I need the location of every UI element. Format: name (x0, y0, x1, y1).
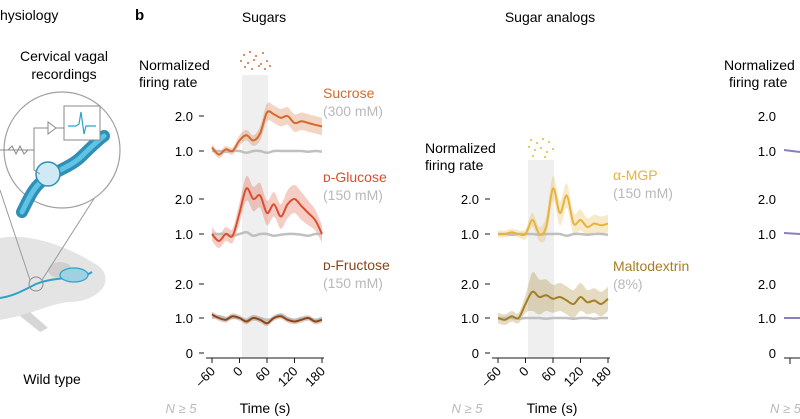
y-tick-label: 2.0 (758, 277, 776, 292)
control-trace (212, 231, 323, 238)
recording-title-line1: Cervical vagal (20, 48, 108, 64)
series-line (497, 290, 609, 321)
x-tick-label: 180 (588, 364, 614, 390)
maltodextrin-label: Maltodextrin (613, 258, 689, 274)
error-band (212, 311, 322, 327)
sugars-n-label: N ≥ 5 (166, 401, 198, 416)
y-tick-label: 2.0 (175, 192, 193, 207)
sugars-ylabel-line2: firing rate (139, 74, 198, 90)
amgp-concentration: (150 mM) (613, 185, 673, 201)
error-band (212, 102, 322, 159)
amplifier-icon (47, 121, 57, 135)
y-tick-label: 1.0 (758, 227, 776, 242)
sucrose-concentration: (300 mM) (323, 103, 383, 119)
group-title-analogs: Sugar analogs (505, 9, 595, 25)
chart-cropped-right: Normalized firing rate 2.0 1.0 2.0 1.0 2… (724, 57, 800, 416)
analogs-traces (497, 176, 609, 326)
genotype-label: Wild type (23, 371, 81, 387)
sugars-traces (211, 102, 323, 327)
right-ylabel-line1: Normalized (724, 57, 795, 73)
chart-sugars: Normalized firing rate Sucrose (300 mM) … (139, 51, 390, 416)
spike-trace (68, 111, 96, 135)
right-trace-stubs (783, 149, 800, 319)
y-tick-marks (485, 198, 490, 354)
series-line (211, 187, 323, 243)
maltodextrin-concentration: (8%) (613, 276, 643, 292)
x-tick-label: 0 (516, 364, 532, 380)
sugars-y-axis: 2.0 1.0 2.0 1.0 2.0 1.0 0 (175, 109, 204, 361)
y-tick-label: 1.0 (175, 227, 193, 242)
y-tick-marks (199, 115, 204, 354)
analogs-y-axis: 2.0 1.0 2.0 1.0 0 (461, 192, 490, 361)
analogs-ylabel-line2: firing rate (425, 157, 484, 173)
zoom-line-left (0, 189, 31, 281)
mouse-silhouette (0, 236, 106, 320)
analogs-x-ticks: –60 0 60 120 180 (478, 358, 614, 389)
panel-a-heading: hysiology (0, 7, 58, 23)
y-tick-label: 1.0 (175, 311, 193, 326)
y-tick-label: 2.0 (461, 277, 479, 292)
recording-title-line2: recordings (31, 66, 96, 82)
x-tick-label: 60 (252, 364, 273, 385)
right-ylabel-line2: firing rate (729, 74, 788, 90)
zoom-source-circle (28, 276, 44, 292)
electrode-wire (0, 127, 48, 175)
series-line (211, 110, 323, 156)
x-tick-label: –60 (478, 364, 504, 390)
y-tick-label: 1.0 (461, 311, 479, 326)
amgp-raster (528, 138, 554, 158)
group-title-sugars: Sugars (242, 9, 286, 25)
y-tick-label: 1.0 (175, 144, 193, 159)
y-tick-label: 2.0 (758, 192, 776, 207)
y-tick-label: 0 (769, 346, 776, 361)
sugars-x-axis-label: Time (s) (240, 400, 291, 416)
analogs-n-label: N ≥ 5 (452, 401, 484, 416)
y-tick-label: 1.0 (758, 144, 776, 159)
stimulus-shade-analogs (528, 160, 554, 358)
series-line (497, 187, 609, 237)
y-tick-label: 0 (472, 346, 479, 361)
electrode-resistor (7, 144, 29, 156)
x-tick-label: 60 (538, 364, 559, 385)
analogs-ylabel-line1: Normalized (425, 140, 496, 156)
panel-a: hysiology Cervical vagal recordings Wild… (0, 7, 121, 387)
y-tick-label: 0 (186, 346, 193, 361)
vagus-nerve-zoom-highlight (19, 133, 107, 215)
x-tick-label: –60 (192, 364, 218, 390)
x-tick-label: 120 (275, 364, 301, 390)
y-tick-label: 1.0 (461, 227, 479, 242)
sucrose-label: Sucrose (323, 85, 375, 101)
series-line (211, 313, 323, 325)
y-tick-label: 2.0 (175, 109, 193, 124)
sugars-x-ticks: –60 0 60 120 180 (192, 358, 328, 389)
y-tick-label: 2.0 (461, 192, 479, 207)
stomach (59, 267, 89, 283)
x-tick-label: 0 (230, 364, 246, 380)
sucrose-raster (240, 51, 271, 70)
chart-sugar-analogs: Normalized firing rate α-MGP (150 mM) Ma… (425, 138, 689, 416)
fructose-concentration: (150 mM) (323, 275, 383, 291)
error-band (498, 176, 608, 243)
fructose-label: ᴅ-Fructose (323, 257, 390, 273)
glucose-label: ᴅ-Glucose (323, 169, 387, 185)
x-tick-label: 180 (302, 364, 328, 390)
y-tick-label: 2.0 (175, 277, 193, 292)
x-tick-label: 120 (561, 364, 587, 390)
y-tick-label: 2.0 (758, 109, 776, 124)
nodose-ganglion (35, 161, 61, 187)
y-tick-label: 1.0 (758, 311, 776, 326)
sugars-ylabel-line1: Normalized (139, 57, 210, 73)
analogs-x-axis-label: Time (s) (527, 400, 578, 416)
amgp-label: α-MGP (613, 167, 658, 183)
mouse-foot (20, 312, 48, 332)
glucose-concentration: (150 mM) (323, 187, 383, 203)
panel-b-letter: b (135, 7, 144, 24)
right-n-label: N ≥ 5 (770, 401, 800, 416)
